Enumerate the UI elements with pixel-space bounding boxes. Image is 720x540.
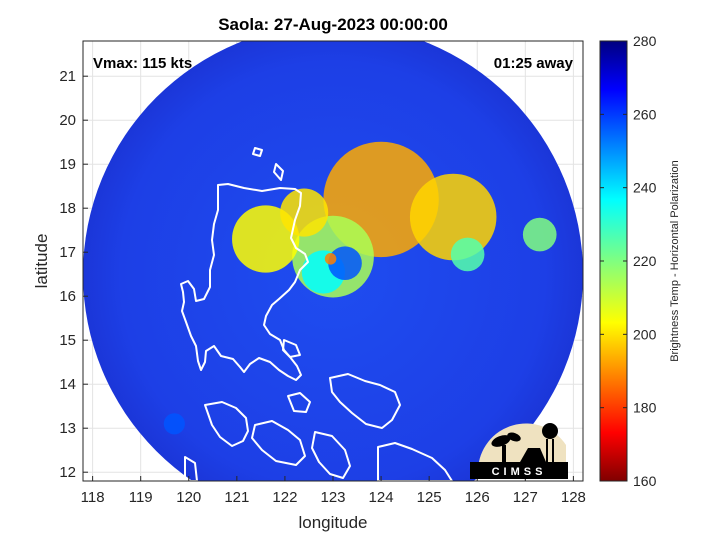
chart-title: Saola: 27-Aug-2023 00:00:00 [218,15,448,34]
y-tick-label: 19 [59,156,76,173]
colorbar-tick-label: 220 [633,253,657,269]
y-tick-label: 15 [59,332,76,349]
x-tick-label: 125 [417,489,442,506]
y-tick-label: 17 [59,244,76,261]
coastlines [180,147,453,481]
colorbar-tick-label: 180 [633,400,657,416]
coastline-cebu-bohol [311,431,351,479]
x-ticks: 118 119 120 121 122 123 124 125 126 127 128 [81,476,586,506]
axes-box [82,40,584,482]
coastline-palawan-tip [184,456,198,481]
y-tick-label: 21 [59,68,76,85]
y-ticks: 12 13 14 15 16 17 18 19 20 21 [59,68,88,481]
colorbar-tick-label: 200 [633,326,657,342]
colorbar-tick-label: 280 [633,33,657,49]
brightness-feature [409,173,497,261]
brightness-feature [450,237,485,272]
coastline-mindanao [377,442,453,481]
x-tick-label: 128 [561,489,586,506]
coastline-panay-negros [251,420,306,466]
water-tower-icon [542,423,558,439]
y-tick-label: 13 [59,420,76,437]
colorbar-ticks: 160 180 200 220 240 260 280 [600,33,657,489]
x-tick-label: 122 [272,489,297,506]
y-tick-label: 14 [59,376,76,393]
x-tick-label: 126 [465,489,490,506]
coastline-luzon [180,183,309,381]
x-tick-label: 119 [129,489,153,506]
coastline-samar-leyte [329,373,401,429]
x-tick-label: 127 [513,489,538,506]
building-icon [520,448,546,462]
colorbar-label: Brightness Temp - Horizontal Polarizatio… [669,160,681,362]
x-tick-label: 120 [176,489,201,506]
brightness-feature [280,188,329,237]
x-tick-label: 118 [81,489,105,506]
y-tick-label: 20 [59,112,76,129]
coastline-babuyan [252,147,263,157]
coastline-mindoro [204,401,249,447]
coastline-masbate [287,392,311,413]
coastline-batanes [273,163,284,181]
brightness-feature [328,246,362,281]
vmax-annotation: Vmax: 115 kts [93,55,192,72]
time-away-annotation: 01:25 away [494,55,574,72]
satellite-dish-small-icon [507,432,521,442]
y-axis-label: latitude [32,234,51,289]
brightness-features [163,141,557,435]
colorbar-tick-label: 240 [633,180,657,196]
x-tick-label: 124 [369,489,394,506]
logo-text: CIMSS [492,466,547,478]
tower-leg-left [546,439,548,462]
brightness-feature [163,413,185,435]
logo-banner [470,462,568,479]
colorbar [599,40,628,482]
tower-leg-right [552,439,554,462]
swath-layer [83,41,583,481]
brightness-feature [324,253,337,265]
coastline-catanduanes [282,339,301,358]
x-tick-label: 121 [224,489,249,506]
y-tick-label: 18 [59,200,76,217]
colorbar-tick-label: 260 [633,106,657,122]
x-axis-label: longitude [298,513,367,532]
x-tick-label: 123 [320,489,345,506]
colorbar-tick-label: 160 [633,473,657,489]
cimss-logo: CIMSS [470,423,568,479]
satellite-dish-icon [491,435,511,447]
y-tick-label: 16 [59,288,76,305]
y-tick-label: 12 [59,464,76,481]
brightness-feature [522,217,557,252]
dish-stand [502,445,506,462]
